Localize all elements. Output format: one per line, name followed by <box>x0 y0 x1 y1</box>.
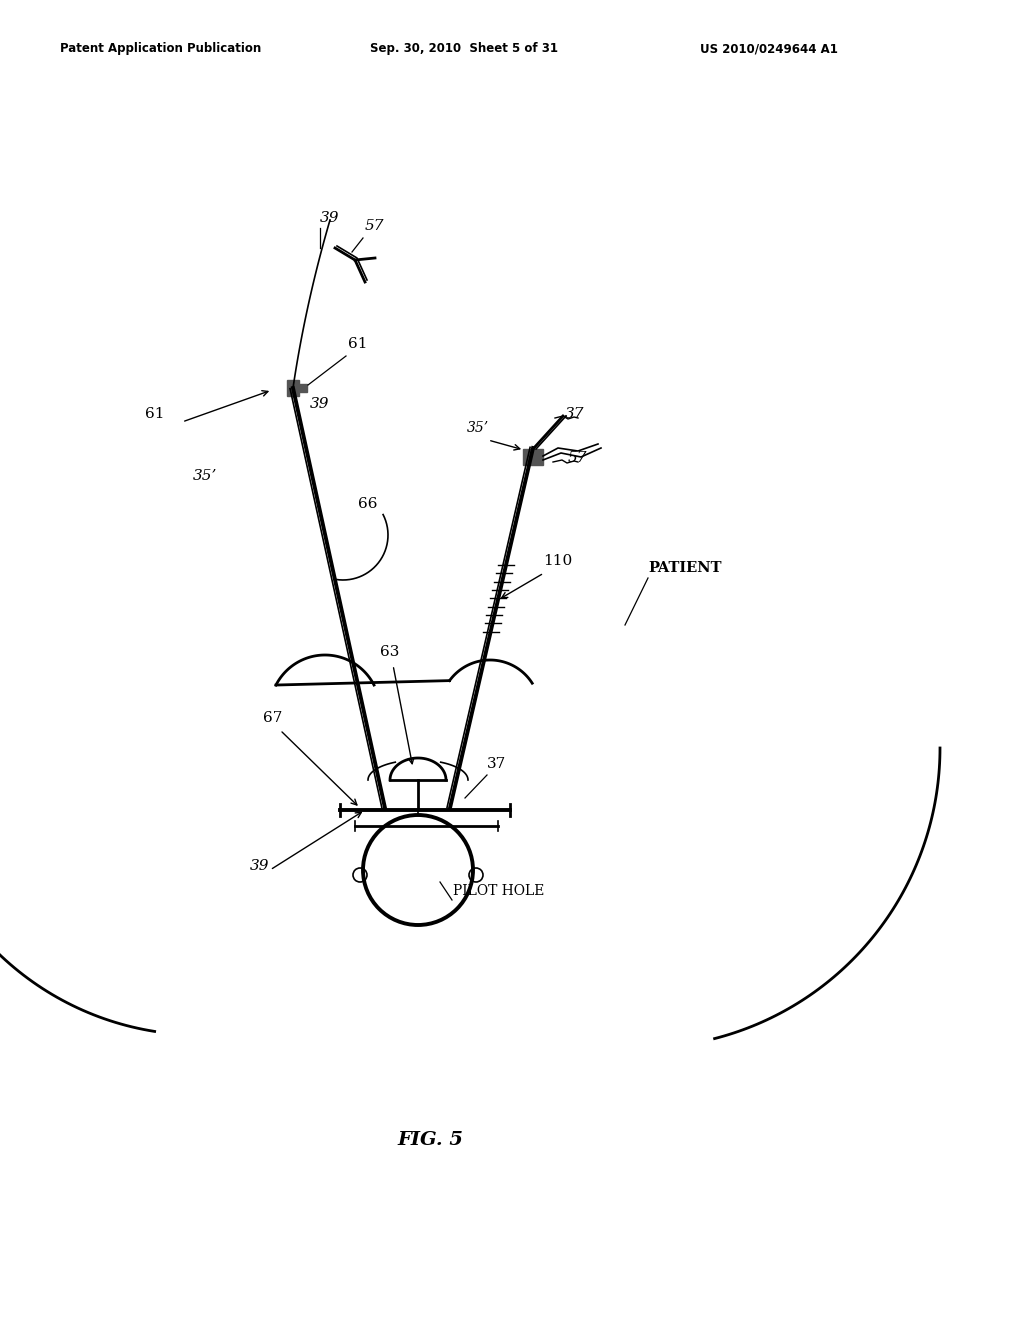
Text: Sep. 30, 2010  Sheet 5 of 31: Sep. 30, 2010 Sheet 5 of 31 <box>370 42 558 55</box>
Text: 35’: 35’ <box>193 469 217 483</box>
Text: 39: 39 <box>250 859 269 873</box>
Text: 39: 39 <box>310 397 330 411</box>
Polygon shape <box>523 449 543 465</box>
Text: 110: 110 <box>543 554 572 568</box>
Text: US 2010/0249644 A1: US 2010/0249644 A1 <box>700 42 838 55</box>
Text: 39: 39 <box>319 211 340 224</box>
Text: 37: 37 <box>487 756 506 771</box>
Text: 57: 57 <box>568 451 588 465</box>
Text: Patent Application Publication: Patent Application Publication <box>60 42 261 55</box>
Text: 35’: 35’ <box>467 421 489 436</box>
Text: PILOT HOLE: PILOT HOLE <box>453 884 545 898</box>
Polygon shape <box>287 380 299 396</box>
Text: 63: 63 <box>380 645 399 659</box>
Text: 57: 57 <box>365 219 384 234</box>
Polygon shape <box>299 384 307 392</box>
Text: 67: 67 <box>263 711 283 725</box>
Text: 61: 61 <box>145 407 165 421</box>
Text: 37: 37 <box>565 407 585 421</box>
Text: 61: 61 <box>348 337 368 351</box>
Text: 66: 66 <box>358 498 378 511</box>
Text: FIG. 5: FIG. 5 <box>397 1131 463 1148</box>
Text: PATIENT: PATIENT <box>648 561 722 576</box>
